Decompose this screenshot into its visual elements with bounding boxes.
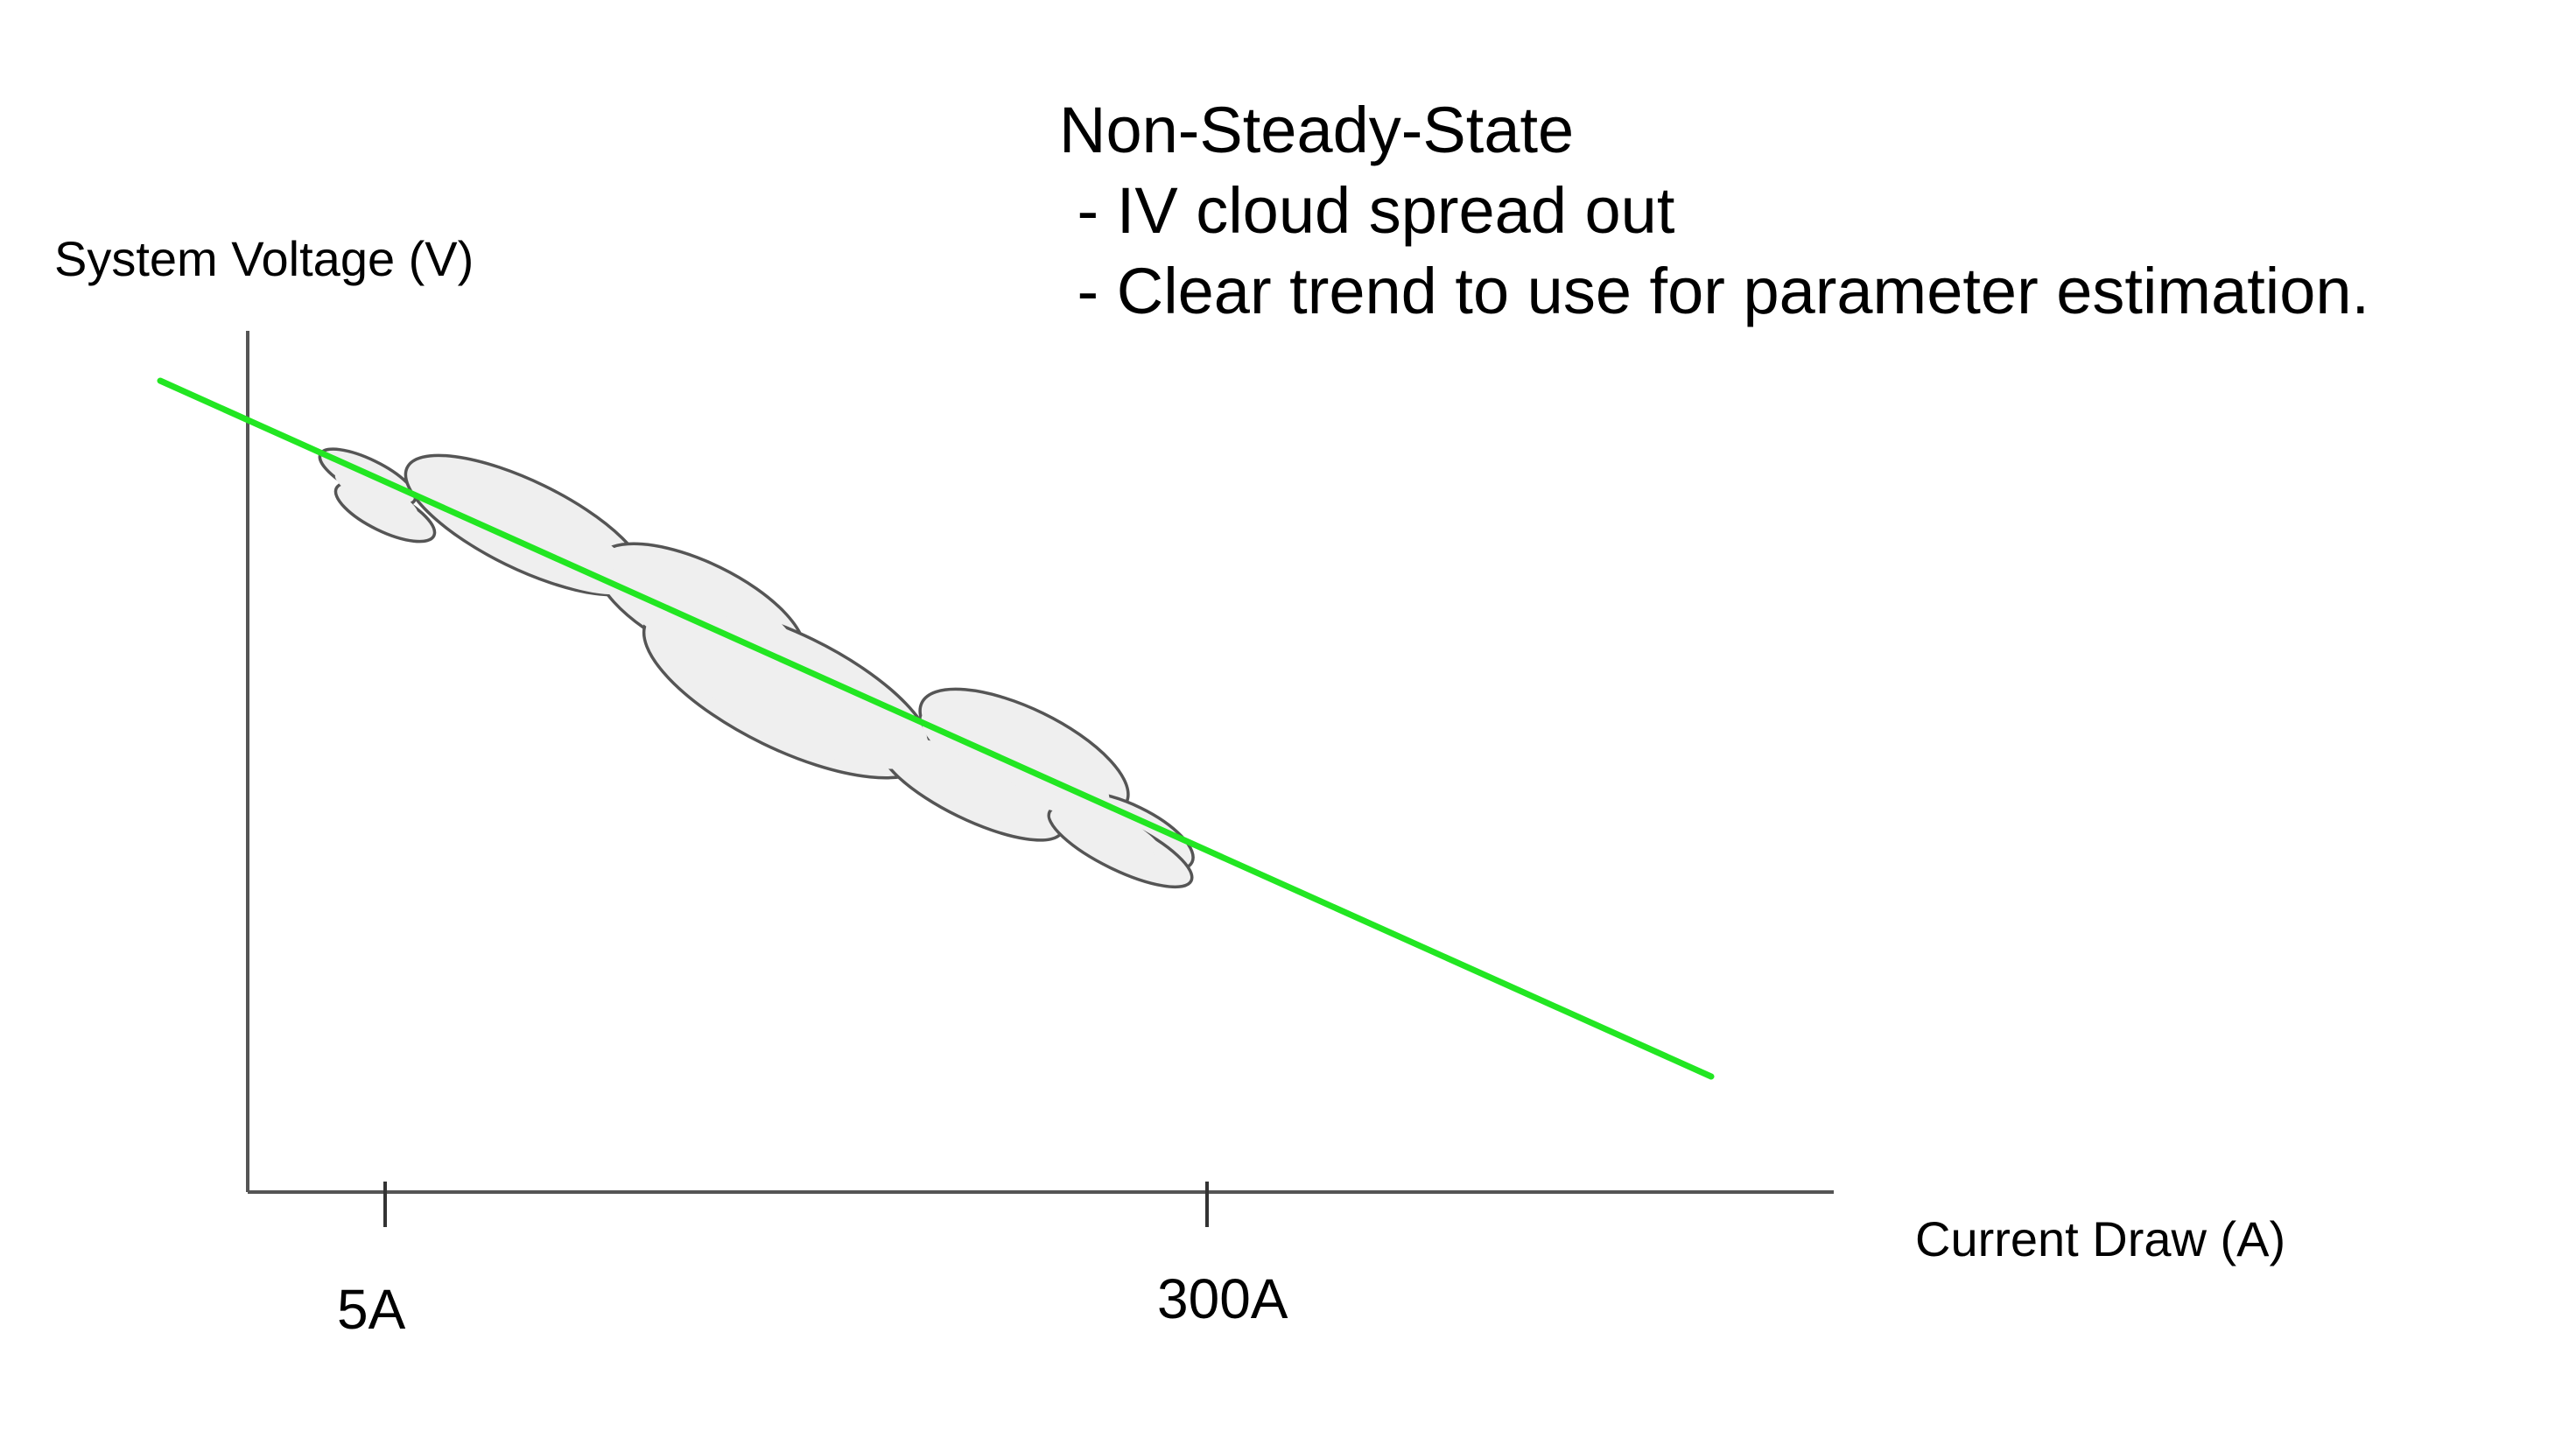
trend-line [157,377,1715,1080]
tick-label-5a: 5A [337,1278,406,1341]
note-title: Non-Steady-State [1059,94,1575,166]
x-axis-label: Current Draw (A) [1915,1211,2286,1266]
iv-cloud [318,447,1195,889]
tick-label-300a: 300A [1157,1267,1288,1330]
y-axis-label: System Voltage (V) [54,231,474,286]
note-bullet: - Clear trend to use for parameter estim… [1059,255,2370,327]
note-bullet: - IV cloud spread out [1059,174,1675,247]
